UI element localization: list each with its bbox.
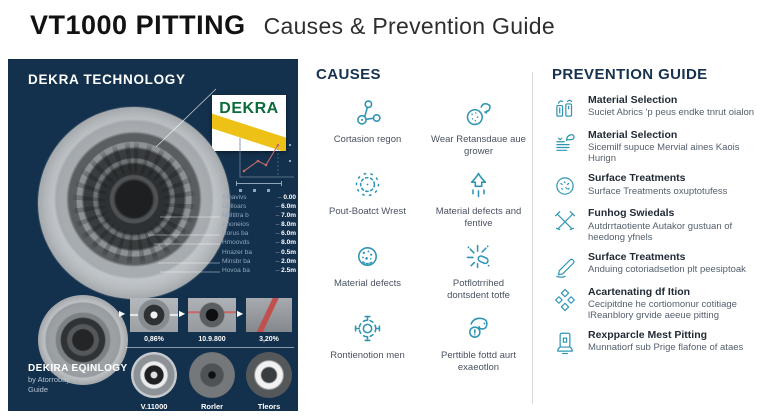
prevention-item: Funhog Swiedals Autdrrtaotiente Autakor … [552,207,762,243]
arrow-right-icon [119,310,125,318]
prevention-item: Material Selection Sicemilf supuce Mervi… [552,129,762,164]
document-icon [556,134,575,151]
process-step-value: 10.9.800 [198,336,226,343]
causes-heading: CAUSES [316,66,381,83]
process-step-value: 0,86% [144,336,164,343]
measurement-row: Hmoovds8.0m [222,240,296,247]
scale-ruler-ticks [239,189,273,192]
defect-arrow-icon [470,172,487,198]
panel-caption-line3: Guide [28,384,49,394]
prevention-list: Material Selection Suciet Abrics 'p peus… [552,94,762,356]
cause-item: Pout-Boatct Wrest [316,168,419,229]
crossed-tools-icon [555,211,575,231]
particles-icon [355,172,380,197]
cause-item: Cortasion regon [316,96,419,157]
cause-item: Perttible fottd aurt exaeotlon [427,312,530,373]
prevention-item: Surface Treatments Surface Treatments ox… [552,172,762,199]
measurement-row: Hnazer ba0.5m [222,249,296,257]
cause-item: Material defects and fentive [427,168,530,229]
specks-icon [556,177,574,196]
process-step-image-1 [130,298,178,332]
sample-micrograph-2 [189,352,235,398]
prevention-section: PREVENTION GUIDE Material Selection Suci… [552,66,762,356]
pitting-micrograph [38,107,230,299]
process-step-value: 3,20% [259,336,279,343]
scale-ruler [236,181,282,189]
panel-caption: DEKIRA EQINLOGY by Atorrobay Guide [28,362,128,395]
alert-icon [469,317,488,339]
prevention-item: Surface Treatments Anduing cotoriadsetlo… [552,251,762,278]
wear-icon [466,102,491,126]
causes-grid: Cortasion regon Wear Retansdaue aue grow… [316,96,530,374]
prevention-item: Acartenating df Ition Cecipitdne he cort… [552,286,762,321]
sample-label: V.11000 [140,402,168,411]
panel-caption-line2: by Atorrobay [28,375,71,384]
prevention-item: Material Selection Suciet Abrics 'p peus… [552,94,762,121]
monitor-icon [557,333,573,355]
process-divider-line [126,347,294,348]
dekra-logo-text: DEKRA [219,100,279,117]
cause-item: Wear Retansdaue aue grower [427,96,530,157]
sample-micrograph-1 [131,352,177,398]
panel-heading: DEKRA TECHNOLOGY [28,72,186,87]
measurement-row: Meltitra b7.0m [222,213,296,220]
page-header: VT1000 PITTING Causes & Prevention Guide [30,10,555,41]
measurement-list: Amavivs0.00 Golloars6.0m Meltitra b7.0m … [222,194,296,275]
dekra-logo: DEKRA [212,95,286,151]
mini-trend-chart [239,138,294,178]
containers-icon [556,99,573,117]
impact-icon [466,245,490,269]
dekra-technology-panel: DEKRA TECHNOLOGY DEKRA Amavivs0.00 Gollo… [8,59,298,411]
pencil-icon [556,258,575,278]
arrow-right-icon [237,310,243,318]
measurement-row: Golloars6.0m [222,204,296,211]
causes-section: CAUSES Cortasion regon Wear Retansdaue a… [316,66,530,374]
page-title: VT1000 PITTING [30,10,246,40]
diamonds-icon [555,288,575,312]
cause-item: Rontienotion men [316,312,419,373]
panel-caption-title: DEKIRA EQINLOGY [28,363,128,374]
pitting-sample-thumb [38,295,128,385]
arrow-right-icon [179,310,185,318]
prevention-item: Rexpparcle Mest Pitting Munnatiorf sub P… [552,329,762,356]
measurement-row: Minsbr ba2.0m [222,258,296,266]
measurement-row: Rorus ba6.0m [222,231,296,238]
prevention-heading: PREVENTION GUIDE [552,66,708,83]
gear-icon [354,316,381,342]
corrosion-icon [357,100,381,125]
sample-micrograph-3 [246,352,292,398]
measurement-row: Anoneios8.0m [222,222,296,229]
process-step-image-2 [188,298,236,332]
sample-label: Rorler [200,402,224,411]
measurement-row: Hovoa ba2.5m [222,267,296,275]
inclusions-icon [358,247,377,267]
page-subtitle: Causes & Prevention Guide [263,13,555,39]
cause-item: Material defects [316,240,419,301]
cause-item: Potflotrrihed dontsdent totfe [427,240,530,301]
measurement-row: Amavivs0.00 [222,194,296,202]
process-step-image-3 [246,298,292,332]
column-divider [532,72,533,404]
sample-label: Tleors [257,402,281,411]
